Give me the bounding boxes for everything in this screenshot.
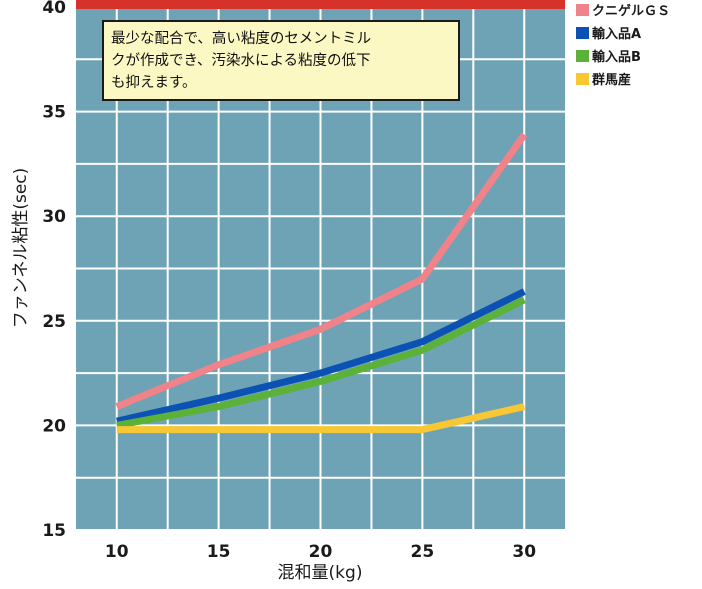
annotation-line: クが作成でき、汚染水による粘度の低下 — [111, 52, 371, 69]
y-tick-label: 35 — [42, 103, 66, 123]
annotation-line: も抑えます。 — [111, 74, 197, 91]
series-layer — [115, 132, 528, 434]
x-axis-ticks: 10 15 20 25 30 — [105, 542, 536, 562]
legend-label: クニゲルＧＳ — [592, 3, 670, 19]
legend-swatch — [576, 73, 589, 85]
series-line — [116, 403, 526, 434]
top-band — [76, 0, 565, 9]
y-tick-label: 25 — [42, 312, 66, 332]
legend-label: 輸入品A — [592, 26, 641, 42]
x-tick-label: 15 — [207, 542, 231, 562]
y-axis-title: ファンネル粘性(sec) — [11, 168, 31, 329]
y-tick-label: 15 — [42, 521, 66, 541]
x-tick-label: 25 — [411, 542, 435, 562]
y-tick-label: 30 — [42, 207, 66, 227]
legend-swatch — [576, 27, 589, 39]
annotation-line: 最少な配合で、高い粘度のセメントミル — [111, 30, 371, 47]
annotation-frame — [102, 20, 460, 101]
y-tick-label: 40 — [42, 0, 66, 18]
x-tick-label: 30 — [512, 542, 536, 562]
series-line — [115, 132, 528, 410]
annotation-box: 最少な配合で、高い粘度のセメントミル クが作成でき、汚染水による粘度の低下 も抑… — [102, 20, 460, 101]
y-axis-ticks: 15 20 25 30 35 40 — [42, 0, 66, 541]
legend-swatch — [576, 4, 589, 16]
series-line — [116, 288, 526, 425]
legend: クニゲルＧＳ 輸入品A 輸入品B 群馬産 — [576, 3, 670, 88]
x-tick-label: 10 — [105, 542, 129, 562]
series-line — [116, 296, 526, 429]
x-axis-title: 混和量(kg) — [278, 563, 363, 583]
legend-swatch — [576, 50, 589, 62]
legend-label: 輸入品B — [592, 49, 641, 65]
y-tick-label: 20 — [42, 416, 66, 436]
x-tick-label: 20 — [309, 542, 333, 562]
legend-label: 群馬産 — [592, 72, 631, 88]
